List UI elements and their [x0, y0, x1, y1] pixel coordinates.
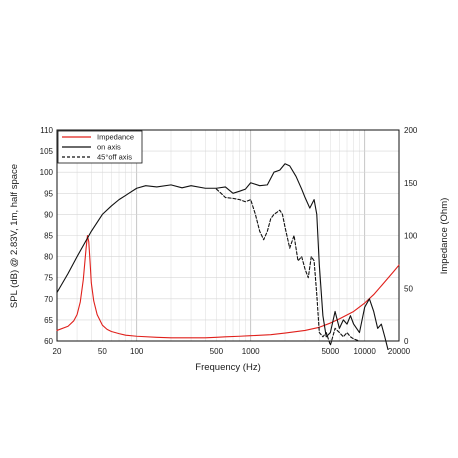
series-line-impedance: [56, 234, 400, 339]
y-tick-label-left: 105: [40, 147, 54, 156]
y-tick-label-left: 90: [44, 210, 53, 219]
legend: Impedance on axis 45°off axis: [57, 130, 143, 164]
y-tick-label-right: 100: [404, 232, 418, 241]
y-tick-label-left: 80: [44, 253, 53, 262]
series-line-on-axis: [56, 163, 389, 350]
y-tick-label-left: 110: [40, 126, 53, 135]
x-tick-label: 50: [98, 347, 107, 356]
x-tick-label: 20000: [388, 347, 411, 356]
y-tick-label-left: 85: [44, 232, 53, 241]
y-axis-label-left: SPL (dB) @ 2.83V, 1m, half space: [9, 164, 20, 308]
y-tick-label-left: 70: [44, 295, 53, 304]
y-tick-label-left: 65: [44, 316, 53, 325]
y-tick-label-right: 50: [404, 284, 413, 293]
y-tick-label-right: 200: [404, 126, 418, 135]
y-tick-label-right: 0: [404, 337, 409, 346]
legend-label-on-axis: on axis: [97, 143, 121, 152]
legend-label-impedance: Impedance: [97, 133, 134, 142]
y-axis-label-right: Impedance (Ohm): [439, 198, 450, 275]
series-line-45-off-axis: [215, 188, 361, 346]
x-axis-label: Frequency (Hz): [195, 362, 260, 373]
x-tick-label: 500: [210, 347, 224, 356]
ticks-layer: 20 50 100 500 1000 5000 10000 20000606570758085…: [40, 126, 418, 356]
y-tick-label-left: 60: [44, 337, 53, 346]
x-tick-label: 10000: [354, 347, 377, 356]
x-tick-label: 20: [53, 347, 62, 356]
y-tick-label-left: 95: [44, 189, 53, 198]
y-tick-label-right: 150: [404, 179, 418, 188]
x-tick-label: 5000: [321, 347, 339, 356]
legend-label-45-off-axis: 45°off axis: [97, 153, 132, 162]
x-tick-label: 1000: [242, 347, 260, 356]
y-tick-label-left: 100: [40, 168, 54, 177]
x-tick-label: 100: [130, 347, 144, 356]
y-tick-label-left: 75: [44, 274, 53, 283]
grid-lines: [57, 130, 399, 341]
plot-frame: [56, 129, 400, 342]
series-layer: [56, 163, 400, 350]
